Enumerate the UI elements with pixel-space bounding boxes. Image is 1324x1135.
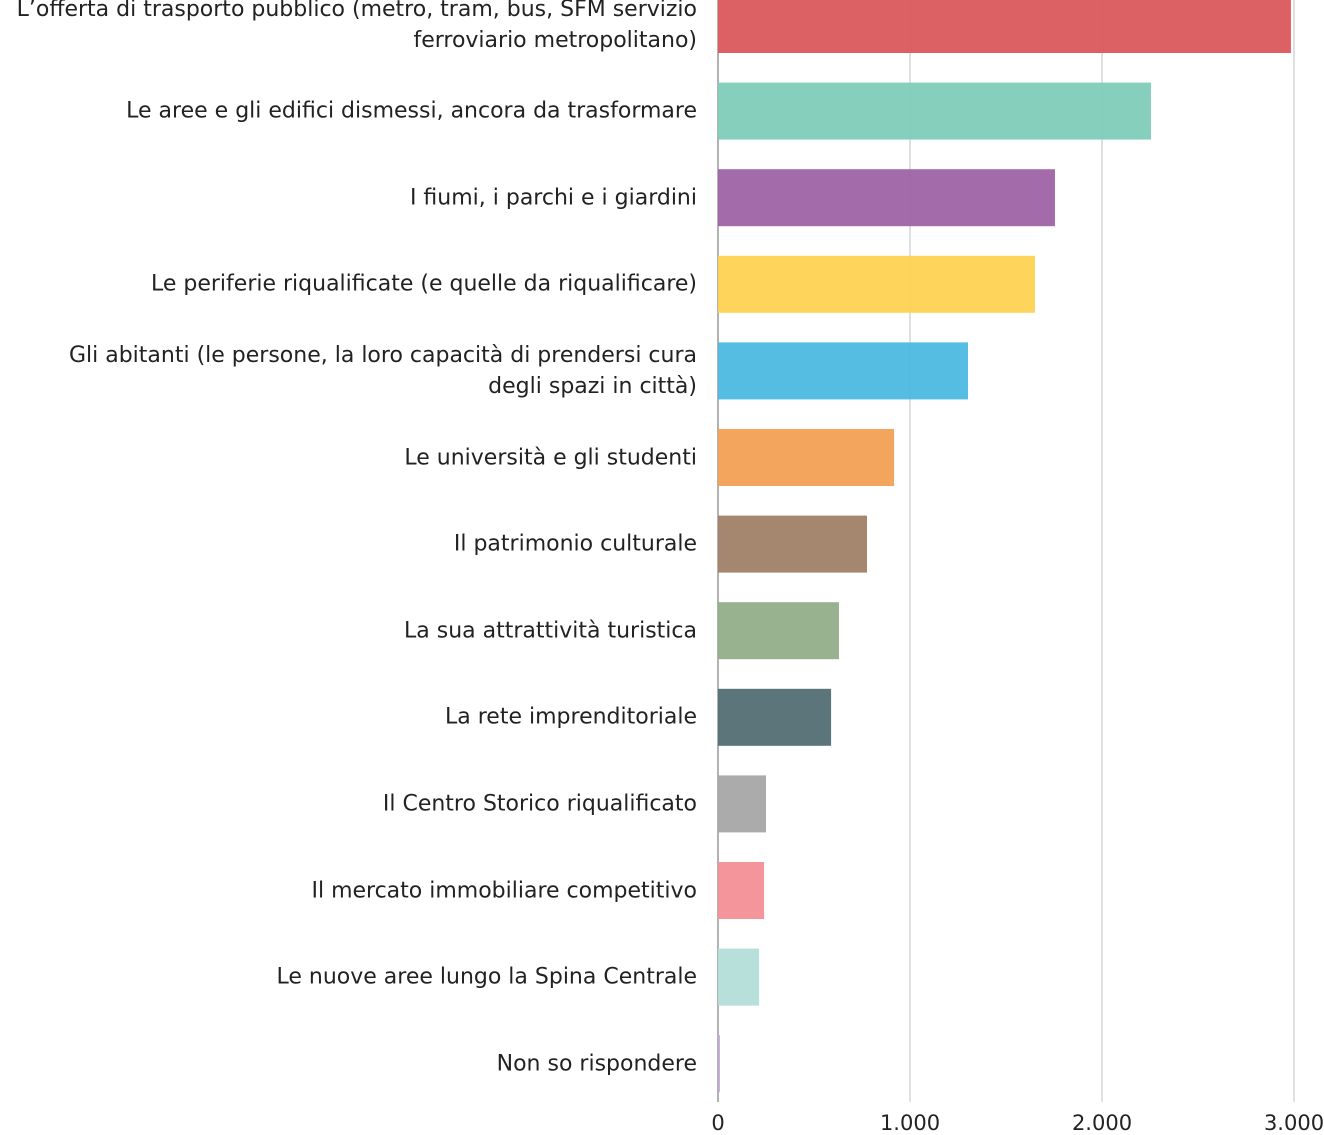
y-tick-label: Le nuove aree lungo la Spina Centrale — [276, 964, 697, 990]
y-tick-label: Le periferie riqualificate (e quelle da … — [150, 271, 697, 297]
bar — [718, 862, 765, 919]
y-tick-label: La sua attrattività turistica — [404, 618, 697, 644]
bar — [718, 169, 1055, 227]
y-tick-label: Le università e gli studenti — [404, 445, 697, 470]
bar — [718, 688, 832, 746]
y-tick-label: Il mercato immobiliare competitivo — [311, 878, 697, 903]
bar — [718, 775, 766, 833]
y-tick-label: Il patrimonio culturale — [453, 531, 697, 557]
bar — [718, 429, 895, 486]
y-tick-label: I fiumi, i parchi e i giardini — [409, 185, 697, 211]
y-tick-label: Le aree e gli edifici dismessi, ancora d… — [126, 98, 697, 124]
bar — [718, 515, 867, 573]
y-tick-label: La rete imprenditoriale — [445, 704, 697, 730]
bar — [718, 255, 1035, 313]
bar — [718, 342, 968, 400]
x-tick-label: 2.000 — [1072, 1111, 1132, 1135]
bar — [718, 0, 1291, 53]
bar — [718, 602, 839, 660]
bar — [718, 1035, 720, 1093]
x-tick-label: 3.000 — [1264, 1111, 1324, 1135]
y-tick-label: Il Centro Storico riqualificato — [382, 791, 697, 817]
x-tick-label: 0 — [711, 1111, 724, 1135]
y-tick-label: Gli abitanti (le persone, la loro capaci… — [68, 342, 697, 399]
y-tick-label: Non so rispondere — [496, 1051, 697, 1077]
bar — [718, 948, 760, 1006]
y-tick-label: L’offerta di trasporto pubblico (metro, … — [16, 0, 697, 53]
x-tick-label: 1.000 — [880, 1111, 940, 1135]
bar — [718, 82, 1151, 140]
